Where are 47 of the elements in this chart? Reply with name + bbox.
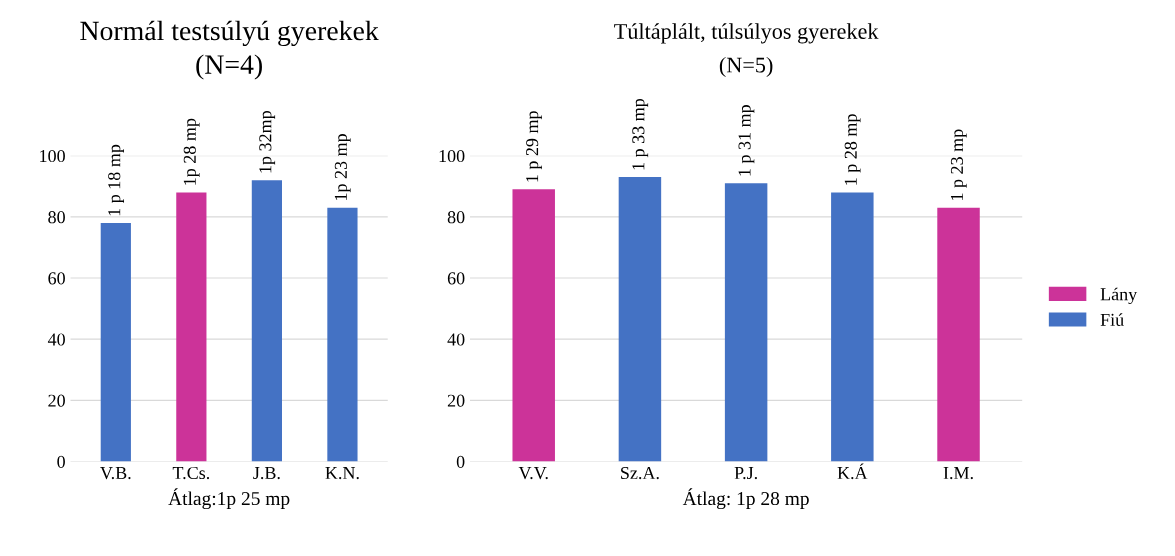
text: 1p 32mp	[259, 111, 276, 173]
y-tick-label: 40	[447, 333, 465, 346]
text: 1p 28 mp	[183, 118, 200, 185]
legend-label: Lány	[1100, 287, 1138, 305]
x-tick-label: K.Á	[837, 463, 868, 480]
x-tick-label: I.M.	[943, 467, 973, 480]
y-tick-label: 60	[447, 272, 465, 285]
bar	[831, 192, 874, 462]
x-axis-title: Átlag:1p 25 mp	[168, 488, 290, 510]
chart-subtitle: (N=4)	[196, 54, 262, 80]
text: 1 p 23 mp	[950, 129, 967, 200]
y-tick-label: 80	[447, 211, 465, 224]
y-tick-label: 80	[48, 211, 65, 224]
text: 1 p 31 mp	[738, 105, 755, 176]
bar	[176, 192, 207, 462]
bar	[100, 222, 131, 462]
legend-label: Fiú	[1100, 313, 1124, 326]
x-tick-label: J.B.	[253, 467, 280, 480]
y-tick-label: 100	[439, 149, 465, 163]
bar	[251, 180, 282, 462]
y-tick-label: 60	[48, 272, 65, 285]
y-tick-label: 0	[57, 455, 65, 468]
x-tick-label: V.B.	[100, 467, 131, 480]
x-axis-title: Átlag: 1p 28 mp	[682, 488, 809, 510]
text: 1 p 33 mp	[632, 98, 649, 170]
x-tick-label: V.V.	[518, 467, 548, 480]
text: 1 p 18 mp	[108, 144, 125, 216]
chart-subtitle: (N=5)	[719, 56, 773, 78]
bar	[618, 177, 662, 462]
chart-title: Túltáplált, túlsúlyos gyerekek	[614, 23, 879, 44]
bar	[724, 183, 768, 462]
y-tick-label: 20	[447, 394, 465, 407]
bar	[937, 207, 980, 462]
y-tick-label: 40	[47, 333, 65, 346]
text: 1 p 28 mp	[844, 114, 861, 185]
bar	[512, 189, 555, 462]
x-tick-label: P.J.	[734, 467, 757, 480]
x-tick-label: K.N.	[325, 467, 359, 480]
chart-title: Normál testsúlyú gyerekek	[80, 20, 379, 47]
y-tick-label: 0	[456, 455, 465, 468]
text: 1p 23 mp	[334, 134, 351, 200]
text: 1 p 29 mp	[526, 111, 542, 182]
bar	[327, 207, 358, 462]
x-tick-label: Sz.A.	[621, 466, 659, 480]
y-tick-label: 100	[40, 149, 65, 163]
x-tick-label: T.Cs.	[172, 466, 210, 480]
y-tick-label: 20	[48, 394, 65, 407]
